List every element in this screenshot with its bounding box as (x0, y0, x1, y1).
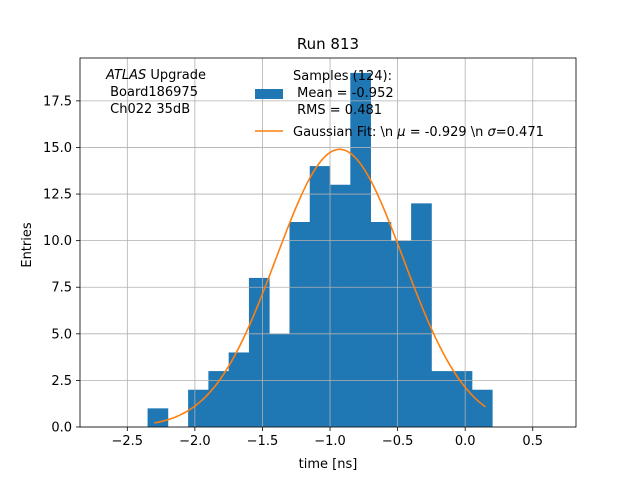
y-tick-label: 10.0 (43, 234, 72, 249)
legend-fit-label-part-2: = -0.929 \n (406, 125, 488, 140)
annotation-line-1-rest: Upgrade (146, 68, 206, 83)
x-tick-label: −2.5 (112, 434, 144, 449)
legend-fit-sigma-symbol: σ (488, 125, 497, 140)
legend-histogram-line-1: Samples (124): (293, 69, 392, 84)
y-axis-label: Entries (20, 222, 35, 268)
y-tick-label: 15.0 (43, 141, 72, 156)
legend: Samples (124): Mean = -0.952 RMS = 0.481… (255, 69, 544, 140)
x-tick-label: −1.0 (314, 434, 346, 449)
chart-title: Run 813 (297, 35, 359, 53)
x-tick-label: −0.5 (382, 434, 414, 449)
histogram-bar (350, 72, 371, 427)
histogram-bar (411, 203, 432, 427)
x-tick-label: 0.5 (522, 434, 543, 449)
y-tick-label: 7.5 (51, 281, 72, 296)
histogram-bar (208, 371, 230, 427)
histogram-bar (370, 222, 392, 427)
x-tick-label: −1.5 (247, 434, 279, 449)
histogram-bar (289, 222, 311, 427)
x-tick-label: 0.0 (455, 434, 476, 449)
y-tick-label: 5.0 (51, 327, 72, 342)
histogram-bar (309, 166, 331, 427)
histogram-bar (451, 371, 473, 427)
legend-fit-label-part-3: =0.471 (496, 125, 544, 140)
histogram-bar (228, 352, 250, 427)
annotation-line-3: Ch022 35dB (106, 102, 190, 117)
histogram-bar (431, 371, 453, 427)
gaussian-fit-line (154, 148, 486, 424)
legend-histogram-line-2: Mean = -0.952 (293, 86, 394, 101)
plot-area: −2.5 −2.0 −1.5 −1.0 −0.5 0.0 0.5 0.0 2.5 5.0 7.5 10… (43, 57, 577, 449)
y-tick-label: 2.5 (51, 374, 72, 389)
legend-histogram-line-3: RMS = 0.481 (293, 103, 382, 118)
legend-histogram-swatch (255, 89, 283, 99)
annotation-line-1: ATLAS Upgrade (105, 68, 206, 83)
legend-fit-label-part-1: Gaussian Fit: \n (293, 125, 397, 140)
x-tick-label: −2.0 (179, 434, 211, 449)
annotation-atlas-word: ATLAS (105, 68, 146, 83)
y-tick-label: 12.5 (43, 188, 72, 203)
y-tick-label: 0.0 (51, 421, 72, 436)
x-axis-label: time [ns] (299, 457, 358, 472)
annotation-line-2: Board186975 (106, 85, 198, 100)
legend-fit-label: Gaussian Fit: \n μ = -0.929 \n σ=0.471 (293, 125, 544, 140)
atlas-annotation: ATLAS Upgrade Board186975 Ch022 35dB (105, 68, 206, 117)
legend-fit-mu-symbol: μ (396, 125, 405, 140)
histogram-bar (330, 184, 351, 427)
y-tick-label: 17.5 (43, 94, 72, 109)
histogram-bar (147, 408, 169, 427)
axes-frame (79, 57, 577, 428)
histogram-bar (471, 389, 493, 427)
